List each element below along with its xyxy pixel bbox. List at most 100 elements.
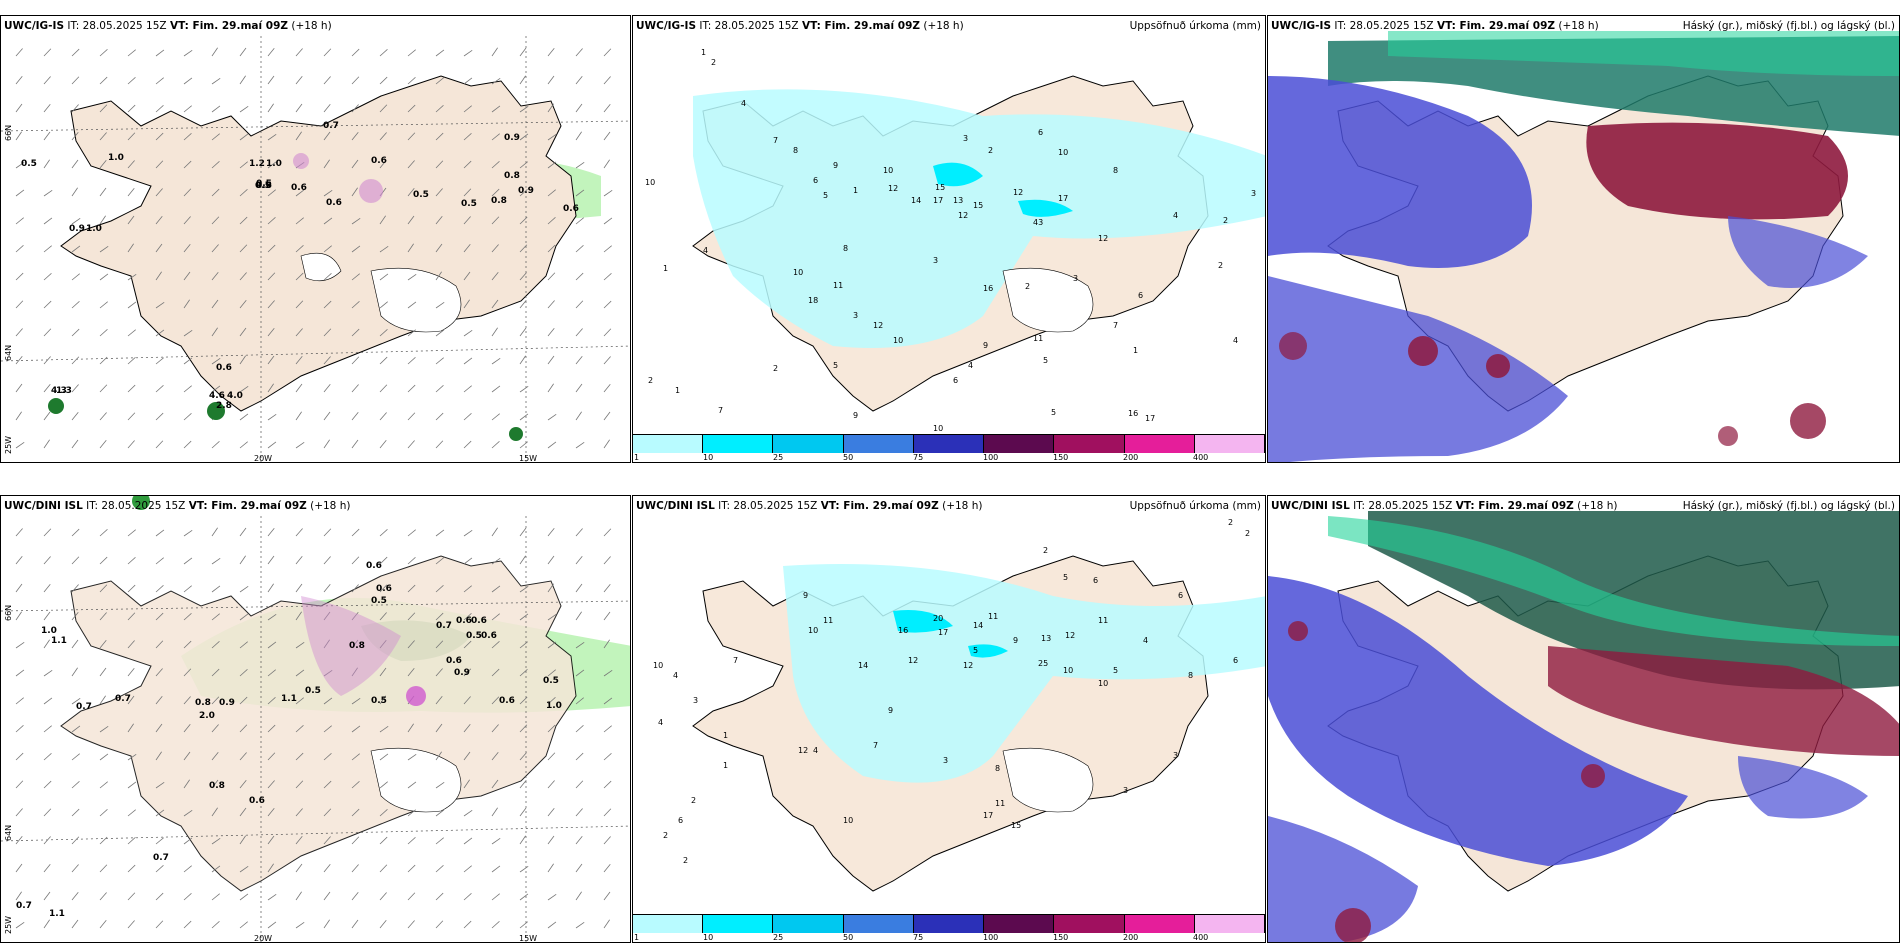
wind-barb xyxy=(127,612,136,621)
wind-barb xyxy=(211,724,219,733)
wind-barb xyxy=(547,413,557,421)
wind-barb xyxy=(295,725,304,733)
wind-barb xyxy=(435,809,445,817)
wind-barb xyxy=(267,103,274,113)
wind-barb xyxy=(15,161,25,169)
value-label: 0.5 xyxy=(371,596,387,606)
value-label: 1.1 xyxy=(49,909,65,919)
precip-value: 14 xyxy=(911,196,922,205)
wind-barb xyxy=(519,865,529,873)
wind-barb xyxy=(267,893,277,901)
precip-value: 17 xyxy=(938,628,949,637)
wind-barb xyxy=(99,584,108,593)
wind-barb xyxy=(267,921,277,929)
wind-barb xyxy=(15,189,25,197)
wind-barb xyxy=(575,891,582,901)
wind-barb xyxy=(547,383,554,393)
lat-label: 25W xyxy=(4,915,13,934)
wind-barb xyxy=(463,49,473,57)
wind-barb xyxy=(379,753,389,761)
wind-barb xyxy=(183,271,191,281)
value-label: 0.7 xyxy=(115,694,131,704)
precip-map xyxy=(692,75,1265,412)
wind-barb xyxy=(491,216,500,225)
precip-value: 10 xyxy=(793,268,804,277)
wind-barb xyxy=(547,327,555,337)
wind-barb xyxy=(155,329,165,337)
wind-barb xyxy=(407,781,417,789)
precip-value: 15 xyxy=(1011,821,1022,830)
wind-barb xyxy=(99,49,108,57)
precip-value: 12 xyxy=(888,184,899,193)
wind-barb xyxy=(407,49,416,57)
wind-barb xyxy=(323,300,332,309)
wind-barb xyxy=(71,864,79,873)
precip-value: 1 xyxy=(663,264,669,273)
wind-barb xyxy=(43,159,50,169)
wind-barb xyxy=(435,188,443,197)
wind-barb xyxy=(463,865,472,873)
wind-barb xyxy=(15,528,23,537)
wind-barb xyxy=(435,781,445,789)
wind-barb xyxy=(407,273,417,281)
wind-barb xyxy=(379,725,389,733)
precip-value: 6 xyxy=(1093,576,1099,585)
wind-barb xyxy=(15,611,22,621)
wind-barb xyxy=(519,752,527,761)
wind-barb xyxy=(71,328,80,337)
precip-value: 2 xyxy=(1218,261,1224,270)
wind-barb xyxy=(603,356,611,365)
wind-barb xyxy=(155,920,164,929)
wind-barb xyxy=(491,385,501,393)
wind-barb xyxy=(435,920,444,929)
wind-barb xyxy=(379,919,387,929)
wind-barb xyxy=(463,920,472,929)
precip-moderate xyxy=(893,610,953,633)
wind-map xyxy=(1,36,630,462)
wind-barb xyxy=(295,780,304,789)
wind-barb xyxy=(15,48,23,57)
value-label: 0.6 xyxy=(371,156,387,166)
wind-barb xyxy=(379,384,388,393)
glacier xyxy=(370,267,462,333)
wind-barb xyxy=(379,667,387,677)
wind-barb xyxy=(603,891,611,901)
wind-barb xyxy=(491,47,498,57)
value-label: 1.0 xyxy=(546,701,562,711)
wind-barb xyxy=(183,49,193,57)
wind-barb xyxy=(323,328,332,337)
wind-barb xyxy=(211,133,220,141)
cloud-map xyxy=(1268,16,1899,462)
wind-barb xyxy=(183,105,192,113)
value-label: 0.9 xyxy=(219,698,235,708)
wind-barb xyxy=(379,584,388,593)
precip-value: 3 xyxy=(1073,274,1079,283)
wind-barb xyxy=(183,299,190,309)
wind-barb xyxy=(407,357,416,365)
wind-barb xyxy=(155,668,163,677)
precip-value: 13 xyxy=(1041,634,1052,643)
wind-barb xyxy=(519,807,527,817)
wind-barb xyxy=(183,668,192,677)
wind-barb xyxy=(71,528,80,537)
value-label: 0.7 xyxy=(76,702,92,712)
wind-barb xyxy=(463,329,473,337)
wind-barb xyxy=(211,161,220,169)
wind-barb xyxy=(407,837,416,845)
wind-barb xyxy=(239,921,248,929)
wind-barb xyxy=(379,215,386,225)
wind-barb xyxy=(155,49,165,57)
wind-barb xyxy=(239,413,249,421)
wind-barb xyxy=(407,667,415,677)
wind-barb xyxy=(547,835,555,845)
wind-barb xyxy=(407,584,416,593)
wind-barb xyxy=(267,835,275,845)
lat-label: 64N xyxy=(4,824,13,841)
wind-barb xyxy=(379,556,388,565)
wind-barb xyxy=(435,271,442,281)
colorbar-tick: 400 xyxy=(1193,453,1209,462)
high-cloud-green-bright xyxy=(1388,31,1899,76)
wind-barb xyxy=(211,865,221,873)
wind-barb xyxy=(351,836,360,845)
wind-barb xyxy=(267,527,275,537)
